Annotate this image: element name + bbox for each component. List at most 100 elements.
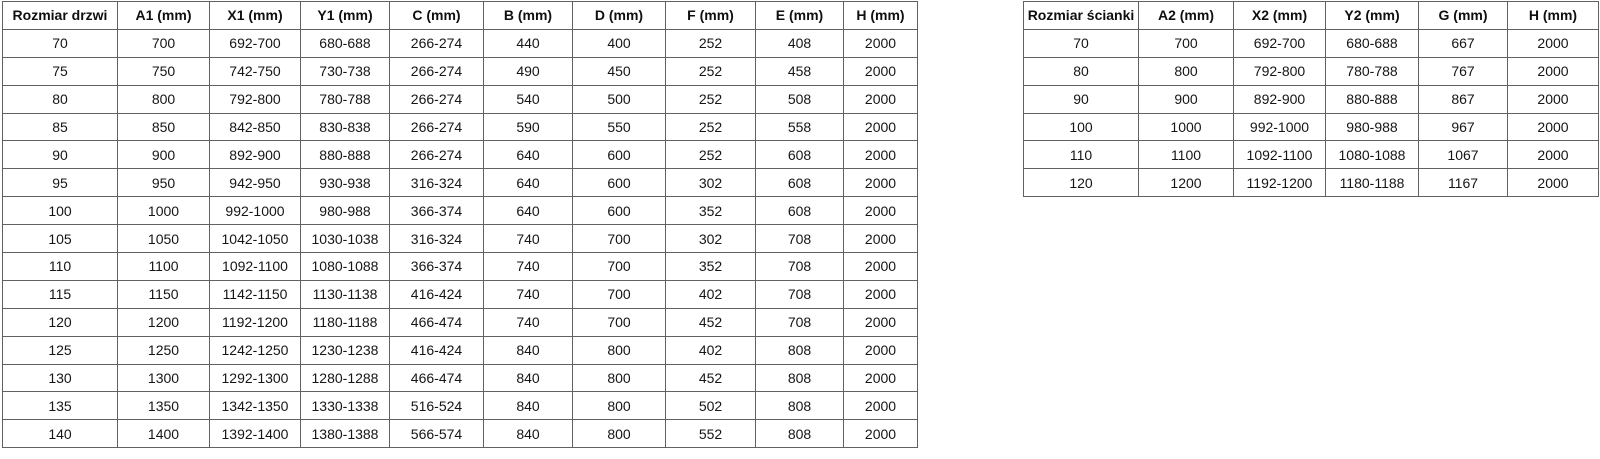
table-cell: 1250: [117, 335, 210, 365]
table-cell: 1292-1300: [209, 363, 301, 393]
table-cell: 640: [483, 168, 573, 198]
table-row: 80 800 792-800 780-788 767 2000: [1023, 56, 1599, 86]
table-cell: 416-424: [389, 335, 484, 365]
table-cell: 1000: [117, 196, 210, 226]
table-cell: 742-750: [209, 56, 301, 86]
column-header: Rozmiar drzwi: [2, 1, 118, 30]
table-cell: 1342-1350: [209, 391, 301, 421]
table-cell: 2000: [1507, 28, 1599, 58]
table-cell: 1100: [1138, 140, 1234, 170]
table-cell: 500: [572, 84, 666, 114]
table-cell: 266-274: [389, 28, 484, 58]
column-header: A1 (mm): [117, 1, 210, 30]
table-cell: 590: [483, 112, 573, 142]
table-cell: 992-1000: [1233, 112, 1326, 142]
table-cell: 452: [665, 307, 756, 337]
table-cell: 552: [665, 419, 756, 449]
table-cell: 1080-1088: [1325, 140, 1419, 170]
table-cell: 266-274: [389, 84, 484, 114]
table-cell: 70: [1023, 28, 1139, 58]
table-cell: 750: [117, 56, 210, 86]
table-cell: 90: [2, 140, 118, 170]
table-row: 140 1400 1392-1400 1380-1388 566-574 840 800 55…: [2, 419, 918, 449]
table-cell: 266-274: [389, 112, 484, 142]
table-row: 125 1250 1242-1250 1230-1238 416-424 840 800 40…: [2, 335, 918, 365]
table-cell: 2000: [843, 391, 918, 421]
table-cell: 2000: [843, 84, 918, 114]
table-cell: 90: [1023, 84, 1139, 114]
table-cell: 2000: [843, 224, 918, 254]
table-cell: 992-1000: [209, 196, 301, 226]
table-cell: 800: [1138, 56, 1234, 86]
table-cell: 2000: [843, 28, 918, 58]
table-cell: 2000: [1507, 112, 1599, 142]
table-cell: 850: [117, 112, 210, 142]
table-cell: 2000: [843, 363, 918, 393]
table-cell: 800: [117, 84, 210, 114]
table-cell: 700: [1138, 28, 1234, 58]
table-cell: 600: [572, 168, 666, 198]
table-cell: 900: [1138, 84, 1234, 114]
table-cell: 2000: [843, 168, 918, 198]
table-cell: 366-374: [389, 196, 484, 226]
table-cell: 1080-1088: [300, 252, 390, 281]
table-cell: 316-324: [389, 168, 484, 198]
table-cell: 1200: [1138, 168, 1234, 198]
table-cell: 2000: [843, 419, 918, 449]
table-cell: 700: [572, 279, 666, 309]
column-header: X2 (mm): [1233, 1, 1326, 30]
table-cell: 1050: [117, 224, 210, 254]
table-cell: 840: [483, 419, 573, 449]
table-cell: 2000: [843, 279, 918, 309]
table-row: 135 1350 1342-1350 1330-1338 516-524 840 800 50…: [2, 391, 918, 421]
table-cell: 2000: [843, 252, 918, 281]
table-cell: 408: [755, 28, 844, 58]
table-cell: 900: [117, 140, 210, 170]
table-cell: 830-838: [300, 112, 390, 142]
table-row: 100 1000 992-1000 980-988 967 2000: [1023, 112, 1599, 142]
table-cell: 730-738: [300, 56, 390, 86]
table-cell: 640: [483, 140, 573, 170]
table-row: 70 700 692-700 680-688 667 2000: [1023, 28, 1599, 58]
table-cell: 1200: [117, 307, 210, 337]
table-cell: 566-574: [389, 419, 484, 449]
table-cell: 558: [755, 112, 844, 142]
table-row: 100 1000 992-1000 980-988 366-374 640 600 352 60…: [2, 196, 918, 226]
table-cell: 135: [2, 391, 118, 421]
table-cell: 792-800: [1233, 56, 1326, 86]
column-header: C (mm): [389, 1, 484, 30]
table-cell: 680-688: [300, 28, 390, 58]
table-cell: 1400: [117, 419, 210, 449]
table-cell: 402: [665, 279, 756, 309]
table-cell: 502: [665, 391, 756, 421]
table-cell: 550: [572, 112, 666, 142]
table-cell: 1092-1100: [1233, 140, 1326, 170]
table-cell: 2000: [843, 56, 918, 86]
table-cell: 1230-1238: [300, 335, 390, 365]
table-cell: 800: [572, 363, 666, 393]
table-cell: 1392-1400: [209, 419, 301, 449]
table-cell: 700: [572, 307, 666, 337]
table-cell: 808: [755, 391, 844, 421]
table-cell: 316-324: [389, 224, 484, 254]
table-cell: 708: [755, 252, 844, 281]
table-cell: 740: [483, 279, 573, 309]
table-row: 95 950 942-950 930-938 316-324 640 600 302 608 20…: [2, 168, 918, 198]
table-cell: 780-788: [1325, 56, 1419, 86]
table-cell: 95: [2, 168, 118, 198]
column-header: D (mm): [572, 1, 666, 30]
table-row: 110 1100 1092-1100 1080-1088 366-374 740 700 35…: [2, 252, 918, 281]
table-row: 70 700 692-700 680-688 266-274 440 400 252 408 20…: [2, 28, 918, 58]
table-row: 75 750 742-750 730-738 266-274 490 450 252 458 20…: [2, 56, 918, 86]
table-cell: 140: [2, 419, 118, 449]
table-cell: 892-900: [1233, 84, 1326, 114]
table-cell: 2000: [843, 196, 918, 226]
table-row: 110 1100 1092-1100 1080-1088 1067 2000: [1023, 140, 1599, 170]
column-header: B (mm): [483, 1, 573, 30]
table-row: 80 800 792-800 780-788 266-274 540 500 252 508 20…: [2, 84, 918, 114]
table-cell: 302: [665, 224, 756, 254]
table-cell: 110: [1023, 140, 1139, 170]
table-cell: 252: [665, 84, 756, 114]
table-cell: 740: [483, 252, 573, 281]
